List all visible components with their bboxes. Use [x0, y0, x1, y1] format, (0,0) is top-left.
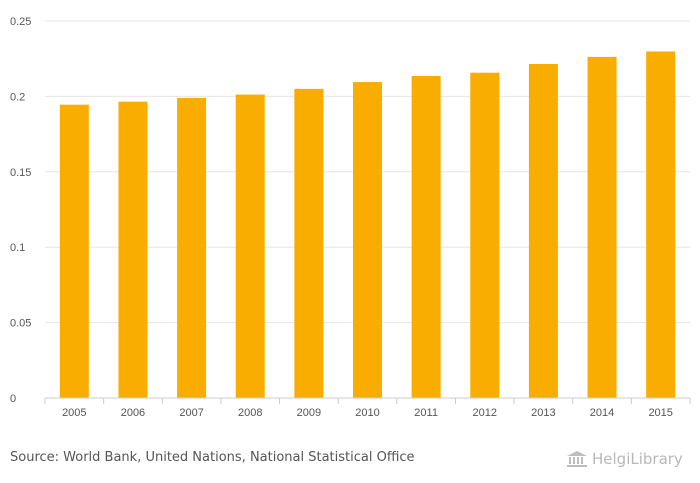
bar-2012[interactable] [470, 72, 500, 399]
x-axis [44, 397, 691, 404]
x-tick-label: 2009 [297, 407, 321, 419]
x-tick-label: 2014 [590, 407, 614, 419]
x-tick-label: 2011 [414, 407, 438, 419]
x-tick-label: 2010 [355, 407, 379, 419]
logo-text: HelgiLibrary [592, 450, 683, 468]
y-tick-label: 0.1 [10, 242, 25, 254]
x-tick-label: 2007 [179, 407, 203, 419]
y-tick-label: 0 [10, 393, 16, 405]
bar-2006[interactable] [118, 101, 148, 398]
x-tick-label: 2005 [62, 407, 86, 419]
y-tick-label: 0.2 [10, 91, 25, 103]
bar-2005[interactable] [59, 104, 89, 398]
bar-2008[interactable] [235, 94, 265, 399]
bar-2010[interactable] [353, 82, 382, 398]
y-tick-label: 0.05 [10, 318, 31, 330]
x-tick-label: 2012 [473, 407, 497, 419]
source-note: Source: World Bank, United Nations, Nati… [10, 450, 415, 465]
helgilibrary-logo[interactable]: HelgiLibrary [566, 447, 683, 471]
bar-2007[interactable] [177, 97, 207, 399]
bars [59, 51, 676, 399]
x-axis-tick-labels: 2005 2006 2007 2008 2009 2010 2011 2012 2013 2014… [62, 407, 673, 419]
bar-chart: 0 0.05 0.1 0.15 0.2 0.25 2005 2006 2007 2008 2009… [10, 16, 691, 419]
x-tick-label: 2006 [121, 407, 145, 419]
x-tick-label: 2008 [238, 407, 262, 419]
y-tick-label: 0.25 [10, 16, 31, 28]
y-axis-tick-labels: 0 0.05 0.1 0.15 0.2 0.25 [10, 16, 31, 405]
bar-2011[interactable] [411, 76, 441, 399]
library-building-icon [567, 451, 587, 467]
bar-2015[interactable] [646, 51, 676, 398]
bar-2013[interactable] [528, 63, 558, 399]
bar-2014[interactable] [587, 56, 617, 398]
x-tick-label: 2013 [531, 407, 555, 419]
bar-2009[interactable] [294, 88, 324, 399]
y-tick-label: 0.15 [10, 167, 31, 179]
x-tick-label: 2015 [648, 407, 672, 419]
